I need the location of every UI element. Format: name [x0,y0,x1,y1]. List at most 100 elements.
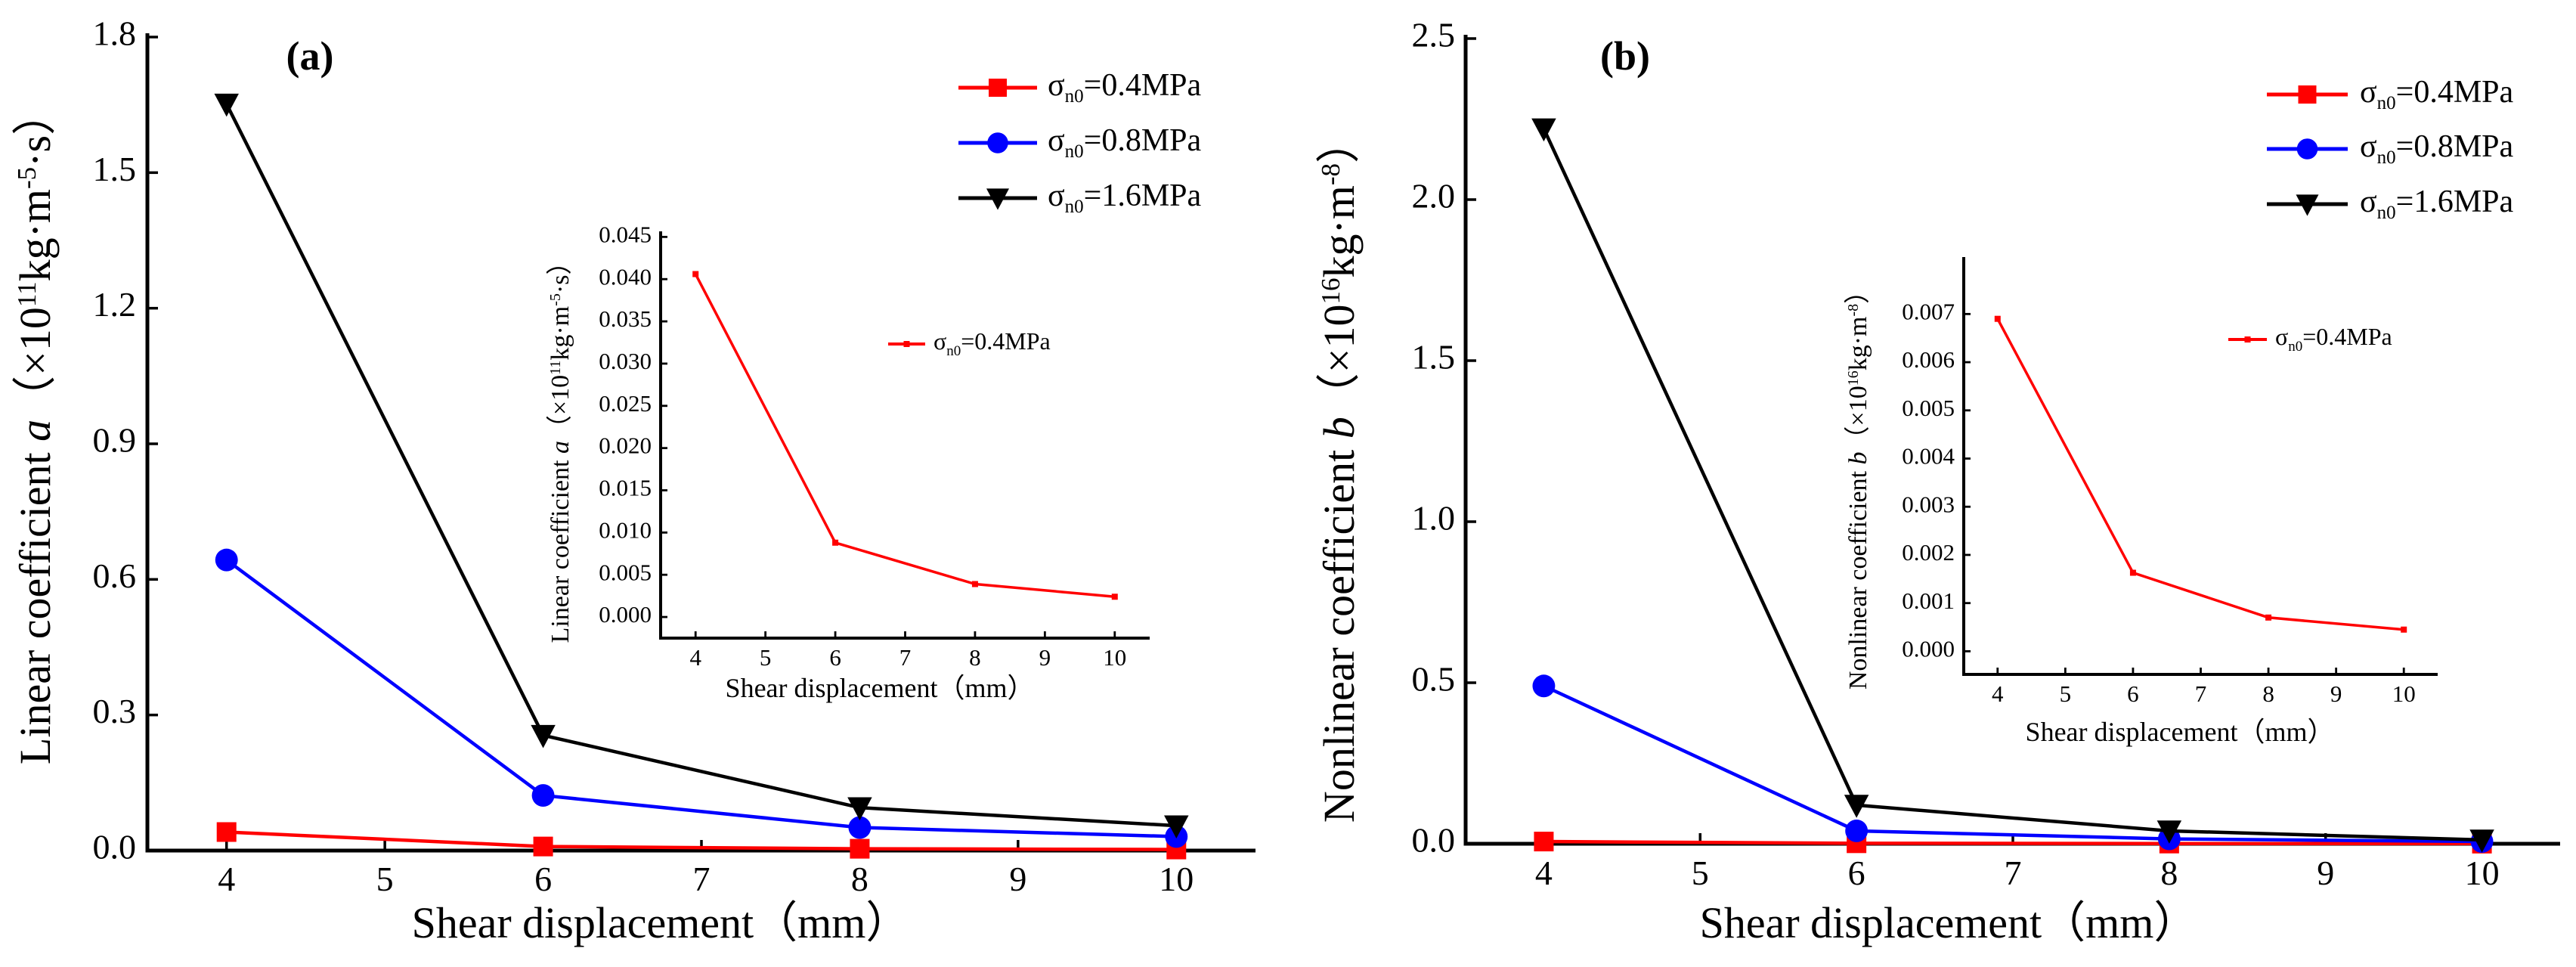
legend-label-symbol: σ [2360,75,2377,110]
inset-y-tick-label: 0.007 [1902,298,1955,324]
main-x-tick-label: 8 [851,860,868,898]
legend-label: σn0=0.4MPa [1048,68,1202,107]
x-axis-title: Shear displacement（mm） [1700,898,2198,947]
main-data-point [1845,820,1869,842]
y-axis-title-u1: （×10 [11,307,60,420]
inset-x-tick-label: 5 [760,644,772,671]
inset-data-point [1994,315,2001,322]
legend-marker [986,188,1009,210]
inset-data-point [2265,614,2272,621]
x-axis-title: Shear displacement（mm） [412,898,910,947]
y-axis-title-text: Nonlinear coefficient [1314,439,1364,823]
legend-label-symbol: σ [1048,178,1065,213]
main-data-point [216,822,237,842]
y-axis-title-u2: kg·m [1314,185,1364,277]
y-axis-title-e2: -8 [1316,163,1345,185]
main-data-point [1534,832,1554,852]
main-x-tick-label: 5 [1692,854,1709,892]
inset-y-axis-title-var: b [1844,451,1872,464]
inset-y-axis-title-e1: 16 [1845,370,1862,386]
inset-legend-label-value: =0.4MPa [961,327,1051,355]
legend-label-subscript: n0 [2377,147,2396,168]
main-y-tick-label: 1.2 [93,285,137,324]
inset-x-tick-label: 8 [969,644,981,671]
inset-x-tick-label: 9 [1039,644,1051,671]
legend-label: σn0=0.4MPa [2360,75,2514,114]
main-y-tick-label: 1.5 [93,150,137,188]
inset-y-tick-label: 0.010 [599,516,652,543]
y-axis-title-u3: ） [1314,119,1364,163]
inset-legend-marker [903,341,910,347]
inset-x-tick-label: 6 [829,644,841,671]
legend-label-subscript: n0 [2377,203,2396,223]
inset-y-axis-title-e2: -8 [1845,304,1862,317]
inset-legend: σn0=0.4MPa [888,327,1051,359]
y-axis-title: Linear coefficient a（×1011kg·m-5·s） [11,91,60,764]
legend-label-subscript: n0 [1065,197,1084,217]
inset-y-tick-label: 0.004 [1902,443,1955,470]
main-series-line [1543,684,2482,844]
legend-label-symbol: σ [2360,184,2377,219]
inset-y-axis-title-u2: kg·m [546,306,574,361]
main-y-tick-label: 1.8 [93,14,137,53]
legend-label: σn0=1.6MPa [1048,178,1202,218]
inset-y-axis-title-u2: kg·m [1844,317,1872,371]
inset-x-tick-label: 5 [2060,680,2072,707]
main-y-tick-label: 0.0 [1412,821,1456,860]
main-series-line [226,830,1177,851]
main-data-point [531,784,555,807]
y-axis-title-e1: 11 [12,281,42,307]
y-axis-title-e1: 16 [1316,278,1345,305]
inset-data-point [971,581,978,587]
inset-y-tick-label: 0.020 [599,432,652,459]
inset-legend-label: σn0=0.4MPa [933,327,1051,359]
inset-x-tick-label: 4 [689,644,701,671]
inset-y-axis-title-text: Linear coefficient [546,454,574,643]
inset-series-0 [692,271,1118,600]
main-data-point [848,816,872,839]
main-series-2 [214,93,1189,839]
inset-y-tick-label: 0.015 [599,475,652,501]
legend-label-value: =0.4MPa [1084,68,1202,103]
main-y-tick-label: 0.3 [93,692,137,730]
inset-y-tick-label: 0.003 [1902,491,1955,517]
y-axis-title-e2: -5 [12,167,42,189]
main-x-tick-label: 9 [2317,854,2334,892]
inset-x-tick-label: 4 [1992,680,2004,707]
inset-y-axis-title-text: Nonlinear coefficient [1844,464,1872,690]
inset-legend-label-subscript: n0 [2288,339,2302,355]
main-y-tick-label: 2.0 [1412,177,1456,215]
main-data-point [2469,829,2494,853]
inset-x-tick-label: 8 [2262,680,2274,707]
legend-label: σn0=0.8MPa [1048,123,1202,163]
inset-x-axis-title: Shear displacement（mm） [2026,717,2335,747]
inset-series-0 [1994,315,2407,633]
main-x-tick-label: 4 [218,860,235,898]
main-data-point [531,724,556,748]
main-y-tick-label: 0.5 [1412,660,1456,699]
main-series-line [1542,128,2482,842]
inset-legend: σn0=0.4MPa [2228,323,2392,355]
inset-y-axis-title-u1: （×10 [546,375,574,441]
legend-label-value: =0.4MPa [2396,75,2514,110]
legend-marker [987,132,1008,153]
main-x-tick-label: 8 [2160,854,2178,892]
inset-y-tick-label: 0.002 [1902,539,1955,566]
legend-label-value: =0.8MPa [2396,129,2514,164]
inset-y-tick-label: 0.001 [1902,587,1955,614]
inset-x-tick-label: 7 [2195,680,2207,707]
legend-label-symbol: σ [1048,68,1065,103]
main-data-point [850,838,870,859]
y-axis-title-u1: （×10 [1314,305,1364,417]
inset-y-axis-title: Linear coefficient a（×1011kg·m-5·s） [546,249,574,643]
inset-legend-label-symbol: σ [933,327,946,355]
inset-legend-label-value: =0.4MPa [2302,323,2392,350]
inset-x-axis-title: Shear displacement（mm） [726,673,1035,703]
y-axis-title-u3: ·s） [11,91,60,167]
main-series-2 [1531,118,2494,853]
panel-label: (b) [1600,33,1650,79]
inset-x-tick-label: 9 [2330,680,2342,707]
